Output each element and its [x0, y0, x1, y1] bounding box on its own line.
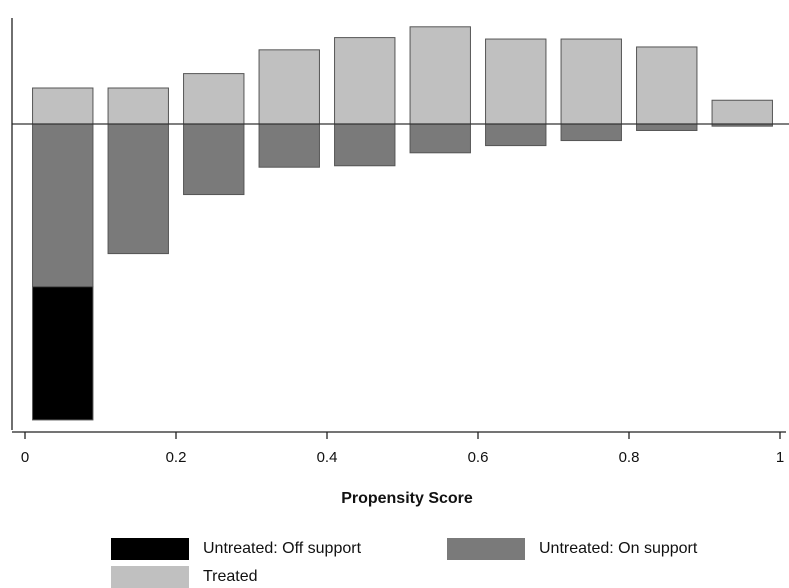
bar-treated-8	[636, 46, 698, 125]
bar-treated-6	[485, 38, 547, 125]
x-axis-ticks: 0 0.2 0.4 0.6 0.8 1	[21, 432, 784, 466]
x-tick-label-2: 0.4	[317, 449, 338, 466]
bar-treated-0	[32, 87, 94, 125]
bar-untreated-on-support-1	[107, 123, 169, 255]
bar-treated-3	[258, 49, 320, 125]
bar-treated-4	[334, 37, 396, 125]
x-tick-label-1: 0.2	[166, 449, 187, 466]
bar-treated-1	[107, 87, 169, 125]
bar-treated-9	[711, 99, 773, 125]
bar-untreated-off-support-0	[32, 286, 94, 421]
bar-treated-2	[183, 73, 245, 125]
x-tick-label-0: 0	[21, 449, 29, 466]
x-tick-label-5: 1	[776, 449, 784, 466]
bar-untreated-on-support-6	[485, 123, 547, 147]
bar-untreated-on-support-3	[258, 123, 320, 168]
bar-untreated-on-support-7	[560, 123, 622, 142]
bars-group	[32, 26, 773, 421]
x-tick-label-4: 0.8	[619, 449, 640, 466]
bar-treated-5	[409, 26, 471, 125]
bar-untreated-on-support-8	[636, 123, 698, 131]
bar-untreated-on-support-2	[183, 123, 245, 196]
x-tick-label-3: 0.6	[468, 449, 489, 466]
x-axis-title: Propensity Score	[341, 490, 473, 507]
bar-untreated-on-support-5	[409, 123, 471, 154]
bar-untreated-on-support-4	[334, 123, 396, 167]
bar-untreated-on-support-0	[32, 123, 94, 288]
bar-treated-7	[560, 38, 622, 125]
